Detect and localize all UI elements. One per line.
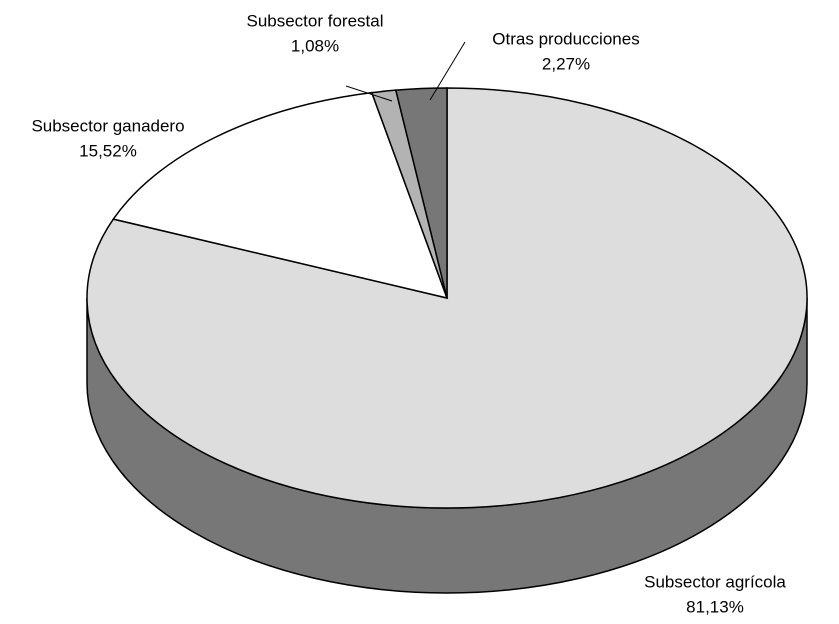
slice-value-label: 15,52% [79,141,137,160]
leader-line [345,85,393,102]
slice-value-label: 81,13% [686,597,744,616]
slice-value-label: 1,08% [291,36,339,55]
slice-value-label: 2,27% [542,54,590,73]
slice-label: Otras producciones [492,29,639,48]
leader-line [429,41,466,101]
slice-label: Subsector forestal [246,11,383,30]
slice [112,91,449,300]
slice [394,87,448,299]
slice-label: Subsector ganadero [31,116,184,135]
slice-label: Subsector agrícola [644,572,786,591]
